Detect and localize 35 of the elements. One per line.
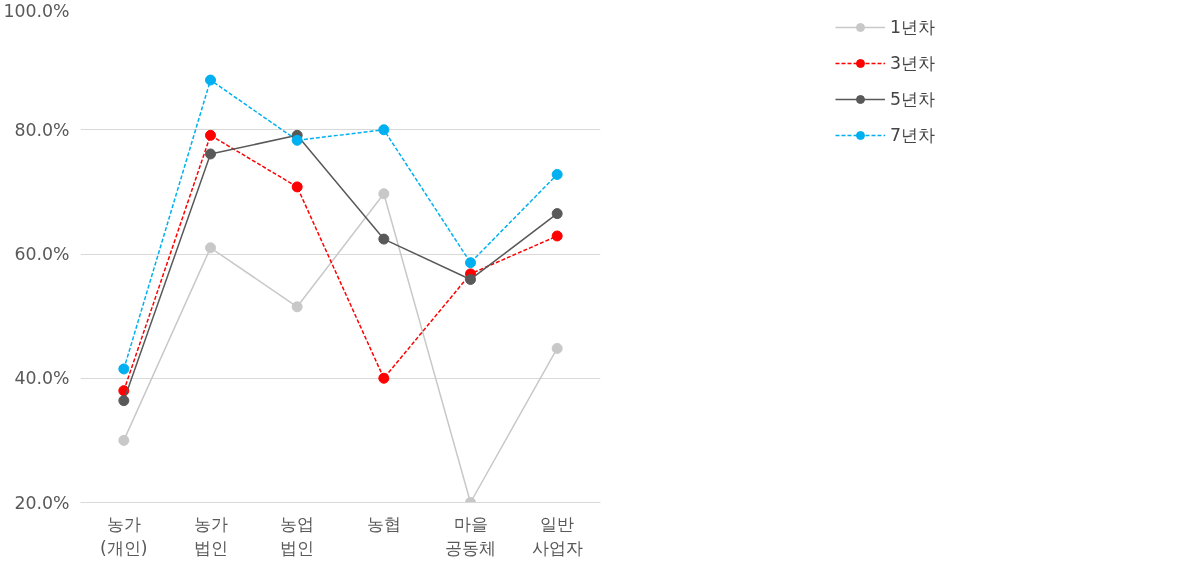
point <box>551 230 563 242</box>
y-tick-label: 20.0% <box>14 492 70 513</box>
point <box>378 188 390 200</box>
point <box>378 372 390 384</box>
x-tick-label: 농가 법인 <box>193 513 228 558</box>
point <box>291 301 303 313</box>
x-tick-label: 농가 (개인) <box>100 513 148 558</box>
point <box>118 434 130 446</box>
point <box>205 242 216 254</box>
legend-label: 7년차 <box>889 124 936 147</box>
point <box>118 395 130 407</box>
x-tick-label: 일반 사업자 <box>531 513 583 558</box>
point <box>551 168 563 180</box>
point <box>378 233 390 245</box>
legend-label: 5년차 <box>889 88 936 111</box>
point <box>205 74 216 86</box>
point <box>551 342 563 354</box>
y-tick-label: 100.0% <box>3 0 70 21</box>
point <box>205 148 216 160</box>
y-tick-label: 80.0% <box>14 119 70 140</box>
x-tick-label: 마을 공동체 <box>445 513 496 558</box>
legend-label: 1년차 <box>889 16 936 39</box>
x-tick-label: 농업 법인 <box>280 513 315 558</box>
y-tick-label: 40.0% <box>14 368 70 389</box>
x-tick-label: 농협 <box>366 513 401 534</box>
point <box>291 181 303 193</box>
point <box>378 124 390 136</box>
point <box>551 208 563 220</box>
point <box>291 134 303 146</box>
y-tick-label: 60.0% <box>14 244 70 264</box>
point <box>465 257 476 269</box>
point <box>118 363 130 375</box>
point <box>465 273 476 285</box>
point <box>205 129 216 141</box>
legend-label: 3년차 <box>889 52 936 75</box>
